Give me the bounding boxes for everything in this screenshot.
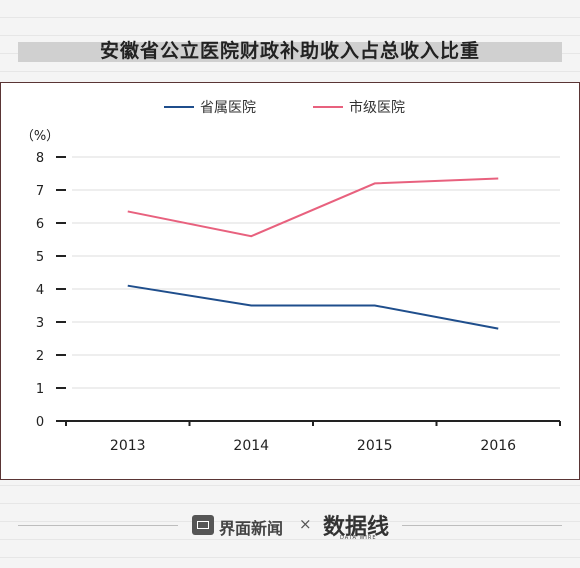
- x-tick-label: 2014: [233, 438, 269, 454]
- x-tick-label: 2013: [110, 438, 146, 454]
- y-tick-label: 0: [36, 415, 44, 430]
- brand-logo-icon: [192, 515, 214, 535]
- series-line-2: [127, 177, 499, 238]
- y-tick-label: 6: [36, 217, 44, 232]
- y-tick-label: 7: [36, 184, 44, 199]
- footer-rule-left: [18, 525, 178, 526]
- chart-title: 安徽省公立医院财政补助收入占总收入比重: [99, 40, 480, 62]
- times-symbol: ×: [299, 515, 312, 533]
- y-axis-unit: （%）: [21, 129, 59, 144]
- footer: 界面新闻 × 数据线 DATA WIRE: [0, 505, 580, 549]
- y-tick-label: 3: [36, 316, 44, 331]
- y-tick-label: 4: [36, 283, 44, 298]
- brand-name: 界面新闻: [219, 519, 284, 538]
- y-tick-label: 1: [36, 382, 44, 397]
- legend-label-1: 省属医院: [200, 100, 256, 116]
- line-chart: 0 1 2 3 4 5 6 7 8 （%） 2013 2014 2015 2016 省属医院 市级医院: [21, 99, 561, 454]
- series-line-1: [127, 284, 499, 330]
- chart-frame: [0, 82, 580, 480]
- y-tick-label: 2: [36, 349, 44, 364]
- y-tick-label: 5: [36, 250, 44, 265]
- y-tick-label: 8: [36, 151, 44, 166]
- footer-rule-right: [402, 525, 562, 526]
- partner-logo: 数据线: [323, 514, 390, 540]
- partner-logo-subtitle: DATA WIRE: [340, 535, 377, 541]
- title-bar: [18, 36, 562, 62]
- x-tick-label: 2015: [357, 438, 393, 454]
- legend-label-2: 市级医院: [349, 99, 405, 116]
- x-tick-label: 2016: [480, 438, 516, 454]
